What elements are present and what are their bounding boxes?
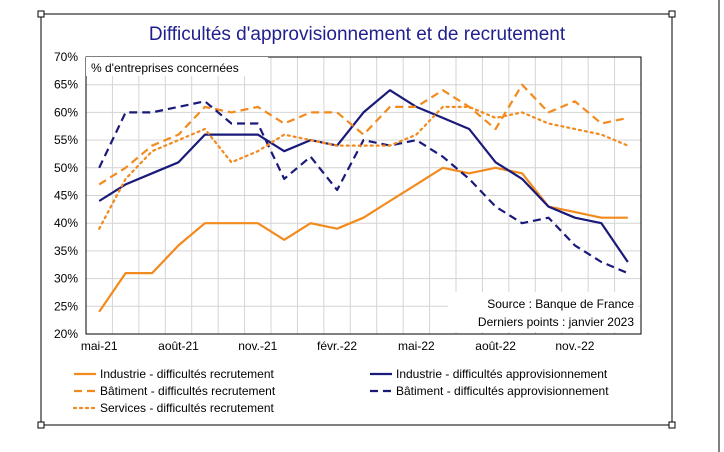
y-tick-label: 45% — [54, 189, 78, 203]
y-tick-label: 40% — [54, 216, 78, 230]
series-line-1 — [98, 166, 628, 313]
x-tick-label: août-22 — [475, 339, 516, 353]
series-line-2 — [98, 89, 629, 263]
y-tick-label: 50% — [54, 161, 78, 175]
y-axis-ticks: 20% 25% 30% 35% 40% 45% 50% 55% 60% 65% 70% — [54, 50, 78, 341]
series-line-4 — [98, 100, 629, 275]
ylabel-background — [86, 57, 268, 76]
legend-entry: Industrie - difficultés recrutement — [100, 367, 275, 381]
figure-frame — [40, 13, 673, 426]
x-tick-label: mai-22 — [398, 339, 435, 353]
legend-entry: Services - difficultés recrutement — [100, 401, 275, 415]
x-tick-label: mai-21 — [81, 339, 118, 353]
y-tick-label: 60% — [54, 105, 78, 119]
source-note: Source : Banque de France — [487, 297, 634, 311]
x-tick-label: août-21 — [158, 339, 199, 353]
last-point-note: Derniers points : janvier 2023 — [478, 315, 634, 329]
frame-handle — [668, 10, 676, 18]
legend: Industrie - difficultés recrutement Bâtim… — [72, 367, 609, 415]
y-axis-label: % d'entreprises concernées — [91, 61, 239, 75]
x-tick-label: nov.-22 — [555, 339, 594, 353]
plot-border — [85, 56, 642, 335]
y-tick-label: 70% — [54, 50, 78, 64]
y-tick-label: 25% — [54, 299, 78, 313]
y-tick-label: 30% — [54, 272, 78, 286]
series-line-5 — [98, 105, 629, 230]
plot-area: 20% 25% 30% 35% 40% 45% 50% 55% 60% 65% 70% mai-21… — [54, 50, 642, 353]
legend-entry: Bâtiment - difficultés recrutement — [100, 384, 276, 398]
legend-entry: Bâtiment - difficultés approvisionnement — [396, 384, 609, 398]
x-tick-label: févr.-22 — [317, 339, 357, 353]
legend-entry: Industrie - difficultés approvisionnemen… — [396, 367, 608, 381]
y-tick-label: 35% — [54, 244, 78, 258]
frame-handle — [668, 421, 676, 429]
frame-handle — [37, 10, 45, 18]
y-tick-label: 65% — [54, 78, 78, 92]
y-tick-label: 20% — [54, 327, 78, 341]
x-axis-ticks: mai-21 août-21 nov.-21 févr.-22 mai-22 août-2… — [81, 339, 595, 353]
series-lines — [98, 83, 629, 313]
source-background — [448, 292, 638, 332]
series-line-3 — [98, 83, 629, 186]
x-tick-label: nov.-21 — [238, 339, 277, 353]
frame-handle — [37, 421, 45, 429]
y-tick-label: 55% — [54, 133, 78, 147]
chart-title: Difficultés d'approvisionnement et de re… — [149, 24, 566, 45]
